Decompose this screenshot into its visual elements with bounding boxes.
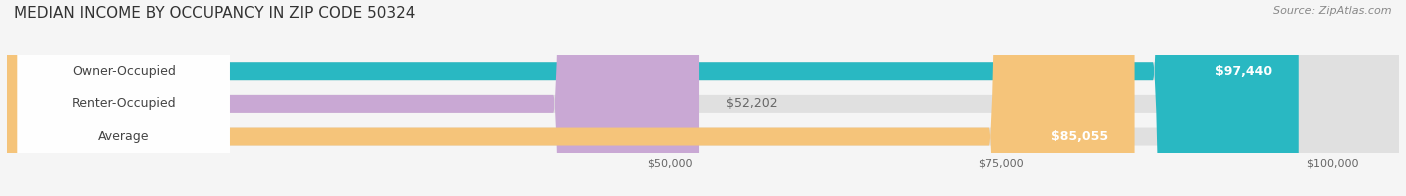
- Text: MEDIAN INCOME BY OCCUPANCY IN ZIP CODE 50324: MEDIAN INCOME BY OCCUPANCY IN ZIP CODE 5…: [14, 6, 415, 21]
- Text: Renter-Occupied: Renter-Occupied: [72, 97, 176, 110]
- Text: $52,202: $52,202: [725, 97, 778, 110]
- Text: Owner-Occupied: Owner-Occupied: [72, 65, 176, 78]
- FancyBboxPatch shape: [18, 0, 229, 196]
- FancyBboxPatch shape: [7, 0, 1299, 196]
- Text: $85,055: $85,055: [1050, 130, 1108, 143]
- FancyBboxPatch shape: [7, 0, 1399, 196]
- Text: Average: Average: [98, 130, 149, 143]
- FancyBboxPatch shape: [18, 0, 229, 196]
- FancyBboxPatch shape: [7, 0, 1399, 196]
- Text: Source: ZipAtlas.com: Source: ZipAtlas.com: [1274, 6, 1392, 16]
- FancyBboxPatch shape: [18, 0, 229, 196]
- FancyBboxPatch shape: [7, 0, 699, 196]
- FancyBboxPatch shape: [7, 0, 1399, 196]
- Text: $97,440: $97,440: [1215, 65, 1272, 78]
- FancyBboxPatch shape: [7, 0, 1135, 196]
